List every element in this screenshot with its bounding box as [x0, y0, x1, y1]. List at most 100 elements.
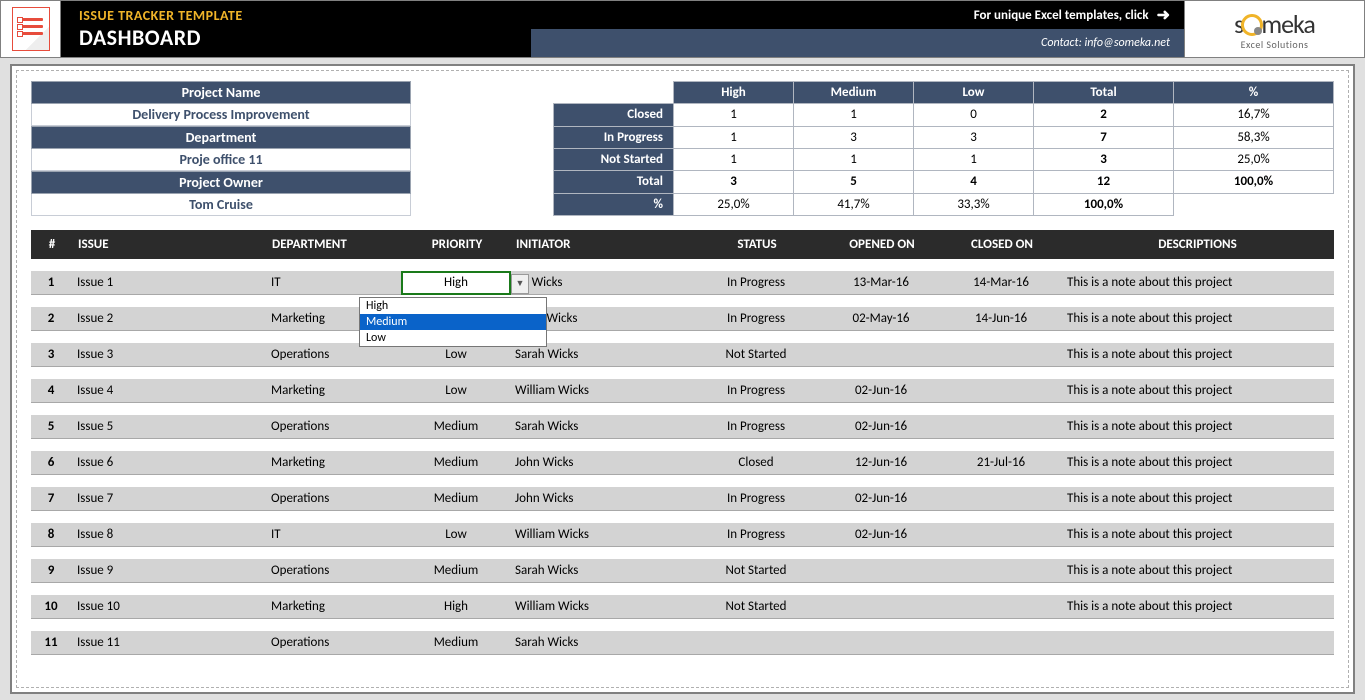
cell-status[interactable]: In Progress	[691, 491, 821, 506]
cell-issue[interactable]: Issue 7	[71, 491, 271, 506]
cell-description[interactable]: This is a note about this project	[1061, 563, 1334, 578]
cell-initiator[interactable]: Sarah Wicks	[511, 635, 691, 650]
cell-number[interactable]: 3	[31, 347, 71, 362]
cell-initiator[interactable]: John Wicks	[511, 455, 691, 470]
cell-number[interactable]: 7	[31, 491, 71, 506]
cell-number[interactable]: 11	[31, 635, 71, 650]
table-row[interactable]: 7Issue 7OperationsMediumJohn WicksIn Pro…	[31, 487, 1334, 511]
cell-priority[interactable]: Medium	[401, 455, 511, 470]
project-owner-value[interactable]: Tom Cruise	[31, 194, 411, 216]
cell-department[interactable]: Operations	[271, 491, 401, 506]
cell-department[interactable]: Operations	[271, 563, 401, 578]
cell-description[interactable]: This is a note about this project	[1061, 455, 1334, 470]
cell-status[interactable]: Not Started	[691, 599, 821, 614]
cell-description[interactable]: This is a note about this project	[1061, 527, 1334, 542]
cell-initiator[interactable]: Sarah Wicks	[511, 419, 691, 434]
cell-issue[interactable]: Issue 1	[71, 275, 271, 290]
cell-opened-on[interactable]: 02-Jun-16	[821, 419, 941, 434]
table-row[interactable]: 8Issue 8ITLowWilliam WicksIn Progress02-…	[31, 523, 1334, 547]
cell-description[interactable]: This is a note about this project	[1061, 347, 1334, 362]
cell-initiator[interactable]: John Wicks	[511, 491, 691, 506]
cell-priority[interactable]: High▼HighMediumLow	[401, 271, 511, 295]
cell-issue[interactable]: Issue 2	[71, 311, 271, 326]
cell-number[interactable]: 5	[31, 419, 71, 434]
cell-status[interactable]: In Progress	[691, 527, 821, 542]
cell-description[interactable]: This is a note about this project	[1061, 419, 1334, 434]
cell-closed-on[interactable]: 14-Jun-16	[941, 311, 1061, 326]
cell-initiator[interactable]: Sarah Wicks	[511, 347, 691, 362]
cell-number[interactable]: 9	[31, 563, 71, 578]
table-row[interactable]: 11Issue 11OperationsMediumSarah Wicks	[31, 631, 1334, 655]
cell-status[interactable]: Not Started	[691, 563, 821, 578]
cell-department[interactable]: Operations	[271, 347, 401, 362]
table-row[interactable]: 6Issue 6MarketingMediumJohn WicksClosed1…	[31, 451, 1334, 475]
table-row[interactable]: 1Issue 1ITHigh▼HighMediumLowhn WicksIn P…	[31, 271, 1334, 295]
dropdown-option[interactable]: Medium	[360, 314, 546, 330]
cell-issue[interactable]: Issue 11	[71, 635, 271, 650]
cell-priority[interactable]: Medium	[401, 491, 511, 506]
cell-priority[interactable]: Low	[401, 527, 511, 542]
cell-department[interactable]: IT	[271, 275, 401, 290]
brand-logo[interactable]: smeka Excel Solutions	[1184, 1, 1364, 57]
table-row[interactable]: 10Issue 10MarketingHighWilliam WicksNot …	[31, 595, 1334, 619]
cell-department[interactable]: Marketing	[271, 383, 401, 398]
cell-issue[interactable]: Issue 6	[71, 455, 271, 470]
cell-priority[interactable]: Low	[401, 383, 511, 398]
cell-opened-on[interactable]: 02-Jun-16	[821, 527, 941, 542]
cell-priority[interactable]: High	[401, 599, 511, 614]
cell-description[interactable]: This is a note about this project	[1061, 311, 1334, 326]
cell-description[interactable]: This is a note about this project	[1061, 491, 1334, 506]
cell-priority[interactable]: Medium	[401, 563, 511, 578]
cell-status[interactable]: In Progress	[691, 311, 821, 326]
cell-opened-on[interactable]: 12-Jun-16	[821, 455, 941, 470]
cell-status[interactable]: In Progress	[691, 275, 821, 290]
cell-closed-on[interactable]: 21-Jul-16	[941, 455, 1061, 470]
department-value[interactable]: Proje office 11	[31, 149, 411, 171]
table-row[interactable]: 2Issue 2Marketingilliam WicksIn Progress…	[31, 307, 1334, 331]
cell-initiator[interactable]: Sarah Wicks	[511, 563, 691, 578]
cell-status[interactable]: In Progress	[691, 419, 821, 434]
dropdown-option[interactable]: High	[360, 298, 546, 314]
priority-dropdown-list[interactable]: HighMediumLow	[359, 297, 547, 347]
cell-status[interactable]: Not Started	[691, 347, 821, 362]
cell-number[interactable]: 1	[31, 275, 71, 290]
cell-opened-on[interactable]: 02-May-16	[821, 311, 941, 326]
cell-status[interactable]: In Progress	[691, 383, 821, 398]
cell-opened-on[interactable]: 02-Jun-16	[821, 491, 941, 506]
cell-priority[interactable]: Medium	[401, 419, 511, 434]
table-row[interactable]: 5Issue 5OperationsMediumSarah WicksIn Pr…	[31, 415, 1334, 439]
cell-priority[interactable]: Low	[401, 347, 511, 362]
cell-department[interactable]: IT	[271, 527, 401, 542]
cell-issue[interactable]: Issue 5	[71, 419, 271, 434]
cell-closed-on[interactable]: 14-Mar-16	[941, 275, 1061, 290]
project-name-value[interactable]: Delivery Process Improvement	[31, 104, 411, 126]
cell-status[interactable]: Closed	[691, 455, 821, 470]
cell-description[interactable]: This is a note about this project	[1061, 383, 1334, 398]
cell-issue[interactable]: Issue 10	[71, 599, 271, 614]
cell-description[interactable]: This is a note about this project	[1061, 599, 1334, 614]
dropdown-button[interactable]: ▼	[511, 274, 529, 294]
table-row[interactable]: 9Issue 9OperationsMediumSarah WicksNot S…	[31, 559, 1334, 583]
cell-opened-on[interactable]: 02-Jun-16	[821, 383, 941, 398]
cell-department[interactable]: Marketing	[271, 599, 401, 614]
table-row[interactable]: 4Issue 4MarketingLowWilliam WicksIn Prog…	[31, 379, 1334, 403]
cell-number[interactable]: 6	[31, 455, 71, 470]
cell-issue[interactable]: Issue 4	[71, 383, 271, 398]
cell-department[interactable]: Marketing	[271, 455, 401, 470]
cell-initiator[interactable]: William Wicks	[511, 527, 691, 542]
cell-issue[interactable]: Issue 9	[71, 563, 271, 578]
cell-issue[interactable]: Issue 3	[71, 347, 271, 362]
cell-issue[interactable]: Issue 8	[71, 527, 271, 542]
cell-priority[interactable]: Medium	[401, 635, 511, 650]
cell-number[interactable]: 10	[31, 599, 71, 614]
cell-department[interactable]: Operations	[271, 635, 401, 650]
cell-number[interactable]: 4	[31, 383, 71, 398]
cell-initiator[interactable]: hn Wicks	[511, 275, 691, 290]
cell-initiator[interactable]: William Wicks	[511, 599, 691, 614]
dropdown-option[interactable]: Low	[360, 330, 546, 346]
cell-department[interactable]: Operations	[271, 419, 401, 434]
cell-description[interactable]: This is a note about this project	[1061, 275, 1334, 290]
cell-opened-on[interactable]: 13-Mar-16	[821, 275, 941, 290]
cell-number[interactable]: 8	[31, 527, 71, 542]
table-row[interactable]: 3Issue 3OperationsLowSarah WicksNot Star…	[31, 343, 1334, 367]
